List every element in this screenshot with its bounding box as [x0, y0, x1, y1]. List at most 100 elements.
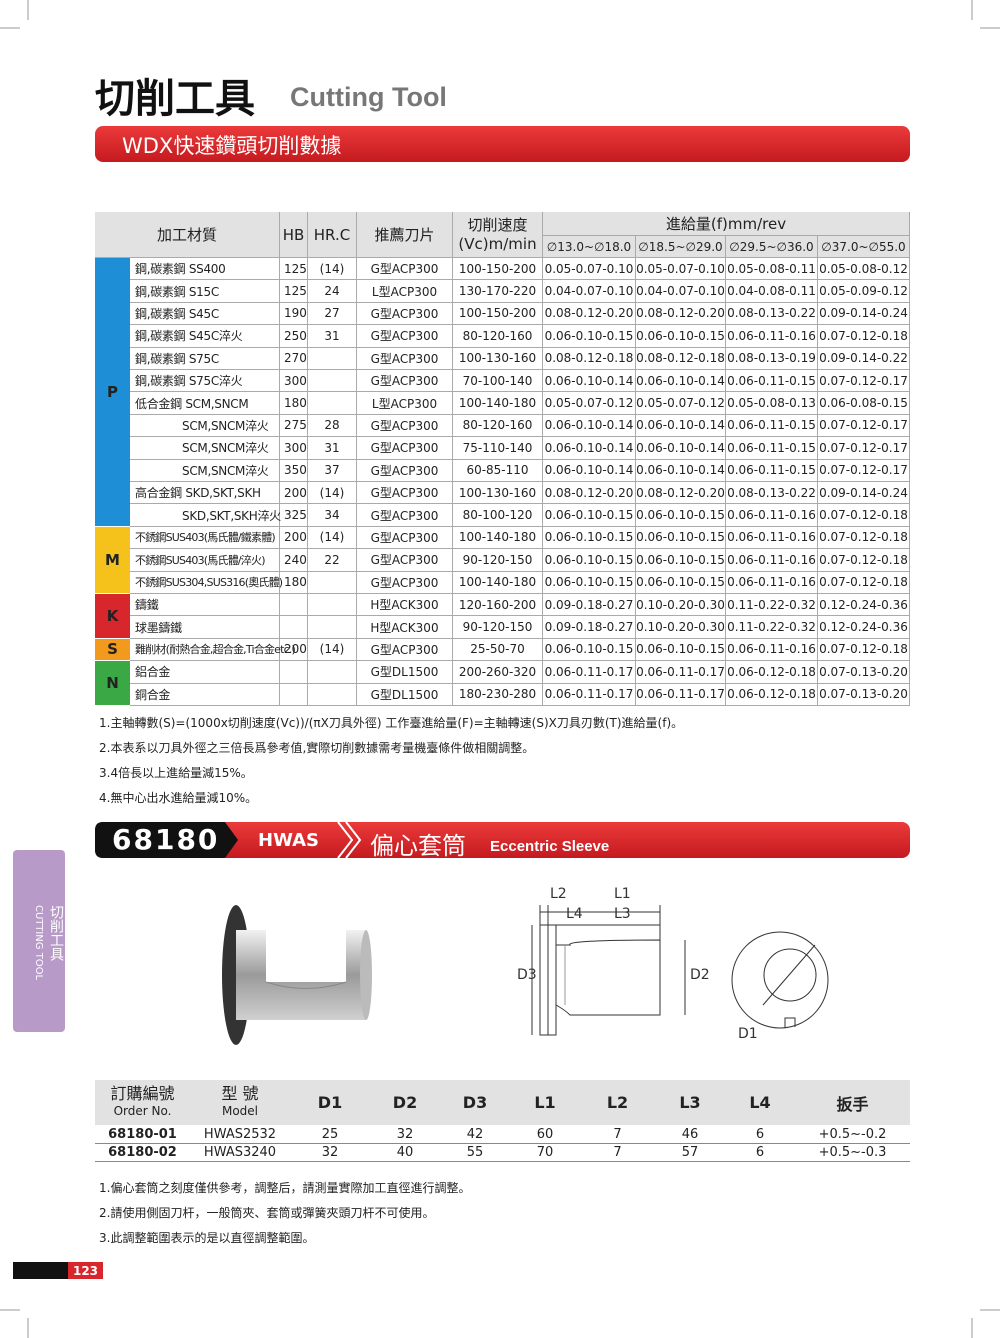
data-cell: 0.06-0.10-0.14 [543, 437, 636, 460]
product-title-en: Eccentric Sleeve [490, 838, 610, 855]
data-cell: 0.06-0.11-0.15 [726, 370, 818, 393]
data-cell: 70 [510, 1144, 580, 1162]
group-label: P [95, 258, 130, 527]
data-cell: (14) [308, 526, 357, 550]
data-cell: 325 [280, 504, 308, 527]
data-cell: 300 [280, 437, 308, 460]
data-cell: 0.06-0.11-0.15 [726, 459, 818, 482]
data-cell: 7 [580, 1144, 655, 1162]
data-cell [280, 594, 308, 617]
data-cell: 60-85-110 [453, 459, 543, 482]
data-cell: 0.06-0.10-0.14 [543, 414, 636, 438]
data-cell: H型ACK300 [357, 616, 453, 639]
data-cell: +0.5~-0.3 [795, 1144, 910, 1162]
material-cell: 鑄鐵 [130, 594, 280, 617]
data-cell: 75-110-140 [453, 437, 543, 460]
data-cell: 0.07-0.13-0.20 [818, 661, 910, 684]
header-cell: ∅18.5~∅29.0 [636, 236, 726, 258]
data-cell: 350 [280, 459, 308, 482]
material-cell: 低合金鋼 SCM,SNCM [130, 392, 280, 415]
data-cell: 0.06-0.11-0.17 [543, 661, 636, 684]
data-cell: G型ACP300 [357, 504, 453, 527]
data-cell: 28 [308, 414, 357, 438]
data-cell: 100-140-180 [453, 392, 543, 415]
data-cell: 0.06-0.11-0.16 [726, 638, 818, 662]
data-cell: 0.06-0.10-0.14 [636, 414, 726, 438]
data-cell: 0.06-0.10-0.15 [636, 325, 726, 348]
data-cell: 55 [440, 1144, 510, 1162]
data-cell: 130-170-220 [453, 280, 543, 303]
data-cell: 0.06-0.10-0.15 [636, 638, 726, 662]
note: 2.請使用側固刀杆，一般筒夾、套筒或彈簧夾頭刀杆不可使用。 [99, 1206, 435, 1220]
header-cell: 型 號 [190, 1080, 290, 1104]
header-cell: HB [280, 212, 308, 258]
data-cell: 0.07-0.12-0.17 [818, 459, 910, 482]
data-cell: +0.5~-0.2 [795, 1126, 910, 1144]
data-cell: 37 [308, 459, 357, 482]
dimension-label: D1 [738, 1026, 758, 1042]
header-cell: D3 [440, 1080, 510, 1125]
data-cell: 46 [655, 1126, 725, 1144]
data-cell: 0.09-0.18-0.27 [543, 594, 636, 617]
data-cell: 0.07-0.13-0.20 [818, 683, 910, 706]
data-cell: 200 [280, 638, 308, 662]
data-cell: 0.07-0.12-0.17 [818, 414, 910, 438]
data-cell: 100-140-180 [453, 571, 543, 594]
data-cell: 60 [510, 1126, 580, 1144]
data-cell: 0.08-0.12-0.20 [543, 482, 636, 505]
data-cell: 270 [280, 347, 308, 370]
data-cell [280, 616, 308, 639]
data-cell: 90-120-150 [453, 616, 543, 639]
data-cell: 31 [308, 325, 357, 348]
data-cell: 70-100-140 [453, 370, 543, 393]
data-cell: 0.05-0.07-0.10 [543, 258, 636, 281]
data-cell: 190 [280, 302, 308, 326]
data-cell: 57 [655, 1144, 725, 1162]
data-cell: 0.04-0.08-0.11 [726, 280, 818, 303]
data-cell [308, 571, 357, 594]
data-cell: 0.06-0.11-0.17 [636, 661, 726, 684]
header-cell: L4 [725, 1080, 795, 1125]
data-cell: 22 [308, 549, 357, 572]
data-cell: 0.11-0.22-0.32 [726, 594, 818, 617]
data-cell: 68180-02 [95, 1144, 190, 1162]
data-cell: 0.08-0.12-0.20 [543, 302, 636, 326]
material-cell: SCM,SNCM淬火 [130, 459, 280, 482]
data-cell: 0.07-0.12-0.18 [818, 526, 910, 550]
data-cell: 0.06-0.10-0.15 [636, 504, 726, 527]
data-cell: 0.06-0.10-0.15 [636, 571, 726, 594]
dimension-label: L2 [550, 886, 567, 902]
data-cell: 0.04-0.07-0.10 [543, 280, 636, 303]
note: 1.偏心套筒之刻度僅供參考，調整后，請測量實際加工直徑進行調整。 [99, 1181, 471, 1195]
data-cell: 40 [370, 1144, 440, 1162]
material-cell: 鋁合金 [130, 661, 280, 684]
header-cell: 加工材質 [95, 212, 280, 258]
data-cell: 200 [280, 482, 308, 505]
material-cell: 球墨鑄鐵 [130, 616, 280, 639]
data-cell: 24 [308, 280, 357, 303]
data-cell: 250 [280, 325, 308, 348]
data-cell: 90-120-150 [453, 549, 543, 572]
data-cell: 0.06-0.11-0.17 [636, 683, 726, 706]
section-banner: WDX快速鑽頭切削數據 [122, 134, 342, 158]
data-cell: 68180-01 [95, 1126, 190, 1144]
data-cell: G型ACP300 [357, 370, 453, 393]
page-number: 123 [72, 1263, 99, 1278]
data-cell: 0.05-0.07-0.12 [543, 392, 636, 415]
note: 2.本表系以刀具外徑之三倍長爲參考值,實際切削數據需考量機臺條件做相關調整。 [99, 741, 535, 755]
data-cell: 0.08-0.13-0.19 [726, 347, 818, 370]
note: 1.主軸轉數(S)=(1000x切削速度(Vc))/(πX刀具外徑) 工作臺進給… [99, 716, 684, 730]
data-cell: 0.06-0.10-0.14 [543, 459, 636, 482]
header-cell: L3 [655, 1080, 725, 1125]
data-cell: 0.08-0.12-0.18 [636, 347, 726, 370]
data-cell: 180 [280, 571, 308, 594]
data-cell: 200-260-320 [453, 661, 543, 684]
data-cell: (14) [308, 638, 357, 662]
material-cell: SCM,SNCM淬火 [130, 414, 280, 438]
page-title: 切削工具 [95, 76, 255, 122]
data-cell: 0.07-0.12-0.18 [818, 325, 910, 348]
data-cell: 31 [308, 437, 357, 460]
data-cell: 0.10-0.20-0.30 [636, 616, 726, 639]
data-cell: 180-230-280 [453, 683, 543, 706]
